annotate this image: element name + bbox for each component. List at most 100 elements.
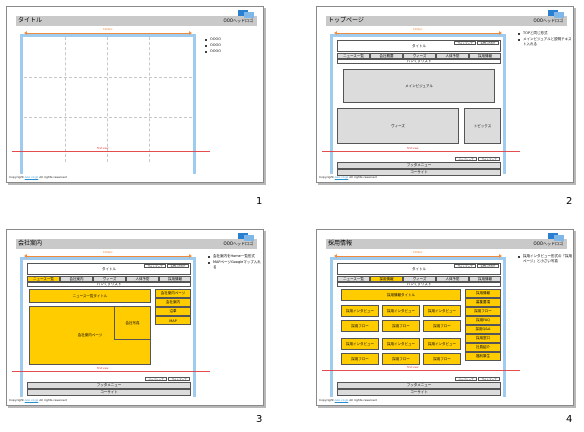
- breadcrumb-label: パンくずリスト: [96, 282, 122, 286]
- slide-number: 4: [566, 414, 573, 425]
- company-logo-icon: [548, 233, 564, 241]
- util-label: サイトマップ: [171, 378, 187, 381]
- nav-item[interactable]: ヴィーズ: [93, 276, 126, 282]
- side-menu-item[interactable]: 採用Q&A: [465, 325, 501, 334]
- recruit-card[interactable]: 採用インタビュー: [423, 338, 461, 350]
- breadcrumb: パンくずリスト: [337, 282, 501, 287]
- nav-item[interactable]: ニュース一覧: [27, 276, 60, 282]
- header-util-sitemap[interactable]: サイトマップ: [454, 264, 476, 268]
- footer-link[interactable]: ooo co jp: [24, 175, 39, 179]
- company-name: OOOヘッドロゴ: [533, 241, 563, 246]
- recruit-card[interactable]: 採用フロー: [423, 320, 461, 332]
- nav-item[interactable]: ヴィーズ: [403, 276, 436, 282]
- slide-1[interactable]: タイトル OOOヘッドロゴ 1000px first view OOOO OOO…: [6, 6, 264, 183]
- nav-item[interactable]: 採用情報: [469, 53, 501, 59]
- nav-item[interactable]: 人体予防: [126, 276, 159, 282]
- nav-item[interactable]: ヴィーズ: [403, 53, 436, 59]
- side-menu-label: 採用Q&A: [475, 327, 491, 331]
- nav-label: 会社案内: [69, 276, 84, 281]
- nav-item[interactable]: 採用情報: [469, 276, 501, 282]
- footer-copyright: Copyright ooo co jp All rights reserved: [9, 175, 67, 179]
- nav-label: 人体予防: [135, 276, 150, 281]
- nav-label: ヴィーズ: [412, 276, 427, 281]
- layout-frame-top: [20, 257, 196, 260]
- rights-text: All rights reserved: [39, 175, 67, 179]
- nav-item[interactable]: 採用情報: [159, 276, 191, 282]
- nav-item[interactable]: ニュース一覧: [337, 53, 370, 59]
- recruit-card[interactable]: 採用フロー: [423, 353, 461, 365]
- side-menu-item[interactable]: 募集要項: [465, 298, 501, 307]
- nav-item[interactable]: 人体予防: [436, 53, 469, 59]
- footer-site: コーサイト: [337, 169, 501, 176]
- recruit-card[interactable]: 採用インタビュー: [341, 338, 379, 350]
- nav-label: 採用情報: [379, 276, 394, 281]
- nav-item[interactable]: 人体予防: [436, 276, 469, 282]
- header-util-contact[interactable]: お問い合わせ: [477, 264, 499, 268]
- util-label: サイトマップ: [481, 158, 497, 161]
- slide-title-bar: 採用情報 OOOヘッドロゴ: [326, 233, 567, 249]
- side-menu-item[interactable]: 採用フロー: [465, 307, 501, 316]
- side-menu-item[interactable]: 会社案内: [155, 298, 191, 307]
- header-util-sitemap[interactable]: サイトマップ: [144, 264, 166, 268]
- header-util-contact[interactable]: お問い合わせ: [477, 41, 499, 45]
- content-photo: 会社写真: [114, 306, 151, 340]
- side-menu-item[interactable]: 沿革: [155, 307, 191, 316]
- footer-nav: フッタメニュー: [337, 162, 501, 169]
- header-util-contact[interactable]: お問い合わせ: [167, 264, 189, 268]
- nav-item[interactable]: ニュース一覧: [337, 276, 370, 282]
- side-menu-item[interactable]: 社員紹介: [465, 343, 501, 352]
- footer-util-pagetop[interactable]: ページトップ: [145, 377, 167, 381]
- fold-line: [12, 151, 210, 152]
- slide-3[interactable]: 会社案内 OOOヘッドロゴ 1000px タイトル サイトマップ お問い合わせ …: [6, 229, 264, 406]
- recruit-card[interactable]: 採用インタビュー: [341, 305, 379, 317]
- nav-item[interactable]: 会社案内: [60, 276, 93, 282]
- content-photo-label: 会社写真: [125, 320, 140, 325]
- side-menu-item[interactable]: 福利厚生: [465, 352, 501, 361]
- footer-site: コーサイト: [27, 389, 191, 396]
- rights-text: All rights reserved: [349, 398, 377, 402]
- footer-link[interactable]: ooo co jp: [24, 398, 39, 402]
- recruit-card[interactable]: 採用フロー: [341, 353, 379, 365]
- card-label: 採用フロー: [351, 356, 369, 361]
- nav-label: 会社概要: [379, 53, 394, 58]
- side-menu-item[interactable]: 採用情報: [465, 289, 501, 298]
- footer-util-sitemap[interactable]: サイトマップ: [478, 157, 500, 161]
- slide-title: トップページ: [328, 17, 364, 24]
- side-menu-item[interactable]: 会社案内ページ: [155, 289, 191, 298]
- recruit-card[interactable]: 採用インタビュー: [382, 338, 420, 350]
- footer-util-pagetop[interactable]: ページトップ: [455, 377, 477, 381]
- width-arrow: [24, 254, 192, 258]
- nav-item[interactable]: 会社概要: [370, 53, 403, 59]
- copyright-text: Copyright: [9, 175, 24, 179]
- recruit-card[interactable]: 採用フロー: [382, 320, 420, 332]
- news-block: ヴィーズ: [337, 108, 459, 144]
- layout-frame-right: [193, 34, 196, 174]
- footer-util-sitemap[interactable]: サイトマップ: [168, 377, 190, 381]
- side-menu-label: 福利厚生: [476, 354, 490, 358]
- slide-2[interactable]: トップページ OOOヘッドロゴ 1000px タイトル サイトマップ お問い合わ…: [316, 6, 574, 183]
- recruit-card[interactable]: 採用フロー: [382, 353, 420, 365]
- side-menu-item[interactable]: 採用窓口: [465, 334, 501, 343]
- card-label: 採用インタビュー: [387, 308, 415, 313]
- util-label: ページトップ: [148, 378, 164, 381]
- footer-util-pagetop[interactable]: ページトップ: [455, 157, 477, 161]
- nav-label: 採用情報: [478, 53, 492, 58]
- slide-4[interactable]: 採用情報 OOOヘッドロゴ 1000px タイトル サイトマップ お問い合わせ …: [316, 229, 574, 406]
- footer-link[interactable]: ooo co jp: [334, 398, 349, 402]
- side-menu-item[interactable]: 採用FAQ: [465, 316, 501, 325]
- note-item: 採用インタビュー形式の「採用ページ」と小さい写真: [518, 254, 573, 264]
- recruit-card[interactable]: 採用インタビュー: [382, 305, 420, 317]
- site-title: タイトル: [412, 266, 426, 271]
- nav-item[interactable]: 採用情報: [370, 276, 403, 282]
- slide-title: 採用情報: [328, 240, 353, 247]
- side-menu-item[interactable]: MAP: [155, 316, 191, 325]
- footer-link[interactable]: ooo co jp: [334, 175, 349, 179]
- header-util-sitemap[interactable]: サイトマップ: [454, 41, 476, 45]
- fold-line: [322, 370, 520, 371]
- card-label: 採用フロー: [392, 323, 410, 328]
- news-label: ヴィーズ: [391, 123, 405, 128]
- footer-util-sitemap[interactable]: サイトマップ: [478, 377, 500, 381]
- recruit-card[interactable]: 採用フロー: [341, 320, 379, 332]
- recruit-card[interactable]: 採用インタビュー: [423, 305, 461, 317]
- grid-line: [24, 117, 192, 118]
